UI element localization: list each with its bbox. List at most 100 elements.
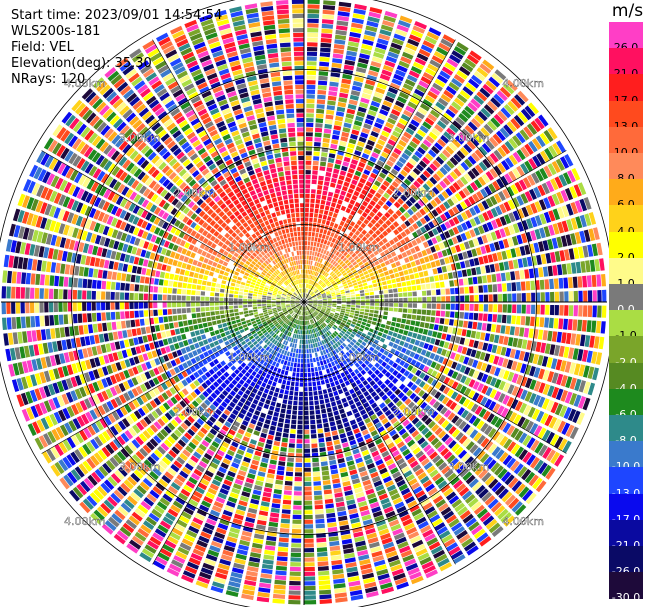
velocity-gate [213, 183, 221, 191]
velocity-gate [262, 307, 267, 311]
velocity-gate [470, 98, 481, 109]
velocity-gate [342, 272, 348, 277]
velocity-gate [233, 305, 238, 309]
velocity-gate [460, 211, 468, 221]
velocity-gate [348, 284, 353, 288]
velocity-gate [262, 278, 268, 283]
velocity-gate [380, 276, 386, 282]
velocity-gate [40, 153, 50, 166]
velocity-gate [192, 337, 198, 343]
velocity-gate [191, 238, 198, 245]
velocity-gate [213, 238, 220, 245]
velocity-gate [183, 233, 190, 241]
velocity-gate [156, 88, 168, 98]
velocity-gate [349, 94, 359, 101]
velocity-gate [176, 151, 185, 160]
velocity-gate [473, 285, 479, 294]
velocity-gate [394, 177, 402, 185]
velocity-gate [214, 329, 220, 335]
velocity-gate [263, 96, 273, 103]
velocity-gate [206, 316, 212, 322]
velocity-gate [123, 212, 131, 221]
velocity-gate [486, 274, 492, 283]
velocity-gate [239, 311, 244, 315]
velocity-gate [227, 121, 237, 129]
velocity-gate [366, 277, 371, 282]
velocity-gate [305, 293, 308, 298]
velocity-gate [320, 47, 331, 53]
velocity-gate [208, 41, 221, 49]
velocity-gate [382, 255, 388, 262]
velocity-gate [335, 251, 340, 256]
velocity-gate [310, 241, 314, 246]
velocity-gate [298, 160, 304, 165]
velocity-gate [466, 250, 473, 258]
velocity-gate [317, 298, 323, 300]
velocity-gate [167, 81, 179, 90]
velocity-gate [243, 289, 249, 293]
velocity-gate [276, 275, 281, 280]
velocity-gate [289, 227, 293, 233]
velocity-gate [97, 211, 105, 222]
velocity-gate [121, 186, 130, 196]
velocity-gate [133, 194, 142, 203]
velocity-gate [199, 256, 205, 262]
velocity-gate [191, 296, 196, 301]
velocity-gate [60, 147, 70, 160]
velocity-gate [44, 155, 54, 168]
velocity-gate [271, 254, 276, 260]
velocity-gate [236, 143, 245, 150]
velocity-gate [284, 170, 291, 176]
velocity-gate [191, 37, 204, 46]
velocity-gate [245, 110, 254, 117]
velocity-gate [36, 184, 45, 197]
velocity-gate [238, 87, 248, 95]
velocity-gate [248, 236, 254, 242]
velocity-gate [292, 271, 296, 276]
velocity-gate [270, 285, 275, 289]
velocity-gate [306, 279, 308, 284]
velocity-gate [450, 295, 455, 302]
velocity-gate [465, 220, 473, 229]
velocity-gate [45, 328, 51, 340]
velocity-gate [410, 66, 422, 75]
velocity-gate [232, 171, 240, 179]
velocity-gate [113, 118, 124, 129]
velocity-gate [85, 112, 97, 124]
velocity-gate [262, 293, 267, 296]
velocity-gate [178, 222, 185, 230]
velocity-gate [416, 220, 423, 228]
velocity-gate [381, 69, 392, 77]
velocity-gate [313, 276, 317, 281]
velocity-gate [229, 290, 234, 294]
velocity-gate [320, 269, 325, 275]
velocity-gate [420, 103, 430, 112]
velocity-gate [207, 259, 214, 266]
velocity-gate [305, 151, 312, 156]
velocity-gate [319, 61, 330, 67]
velocity-gate [430, 109, 440, 119]
velocity-gate [216, 175, 225, 183]
velocity-gate [336, 296, 342, 299]
velocity-gate [160, 41, 173, 51]
velocity-gate [534, 117, 545, 130]
velocity-gate [322, 284, 327, 289]
velocity-gate [323, 128, 332, 134]
velocity-gate [458, 131, 468, 142]
velocity-gate [335, 289, 340, 292]
velocity-gate [511, 197, 520, 208]
velocity-gate [337, 15, 350, 22]
velocity-gate [220, 222, 227, 229]
velocity-gate [298, 174, 304, 179]
velocity-gate [189, 153, 199, 161]
velocity-gate [88, 94, 100, 107]
velocity-gate [110, 74, 123, 86]
velocity-gate [199, 86, 210, 95]
velocity-gate [293, 292, 297, 296]
velocity-gate [521, 293, 526, 302]
velocity-gate [248, 201, 255, 208]
velocity-gate [353, 285, 359, 289]
velocity-gate [205, 302, 210, 306]
velocity-gate [243, 61, 254, 68]
velocity-gate [594, 259, 600, 272]
